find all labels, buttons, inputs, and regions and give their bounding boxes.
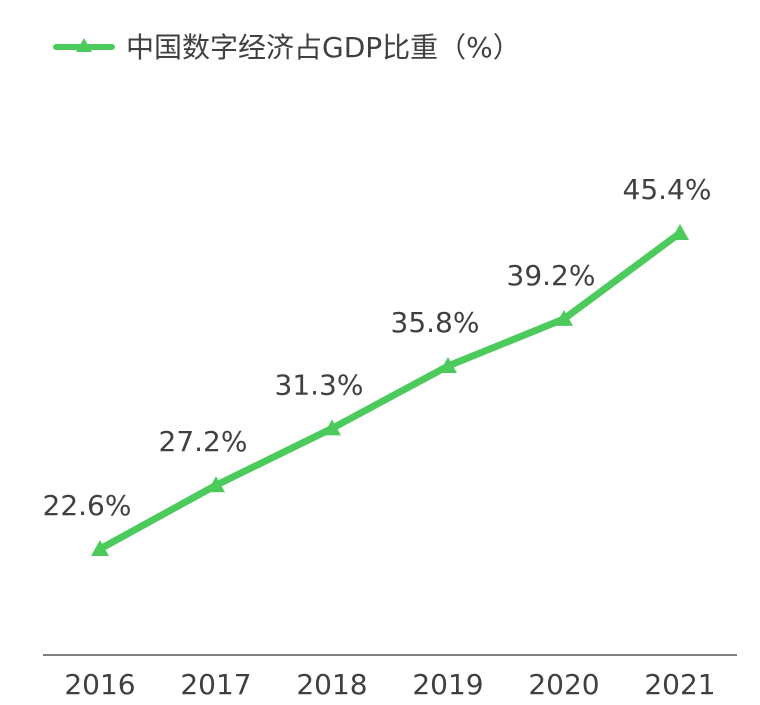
data-labels: 22.6% 27.2% 31.3% 35.8% 39.2% 45.4%: [43, 173, 712, 522]
data-point-marker: [671, 224, 689, 240]
data-point-marker: [323, 419, 341, 436]
data-label: 39.2%: [507, 259, 596, 292]
x-tick-label: 2021: [644, 668, 715, 701]
data-label: 31.3%: [275, 368, 364, 401]
x-tick-label: 2016: [64, 668, 135, 701]
legend-marker-swatch: [76, 38, 92, 52]
x-tick-label: 2020: [528, 668, 599, 701]
data-label: 27.2%: [159, 425, 248, 458]
x-tick-labels: 2016 2017 2018 2019 2020 2021: [64, 668, 715, 701]
legend-label: 中国数字经济占GDP比重（%）: [126, 31, 521, 64]
data-point-marker: [555, 309, 573, 326]
data-point-marker: [207, 476, 225, 493]
data-label: 35.8%: [391, 306, 480, 339]
data-point-marker: [91, 540, 109, 556]
x-tick-label: 2019: [412, 668, 483, 701]
series-line: [96, 229, 684, 553]
x-tick-label: 2017: [180, 668, 251, 701]
markers: [91, 224, 689, 556]
legend: 中国数字经济占GDP比重（%）: [53, 31, 521, 64]
data-label: 22.6%: [43, 489, 132, 522]
x-tick-label: 2018: [296, 668, 367, 701]
data-point-marker: [439, 357, 457, 374]
data-label: 45.4%: [623, 173, 712, 206]
